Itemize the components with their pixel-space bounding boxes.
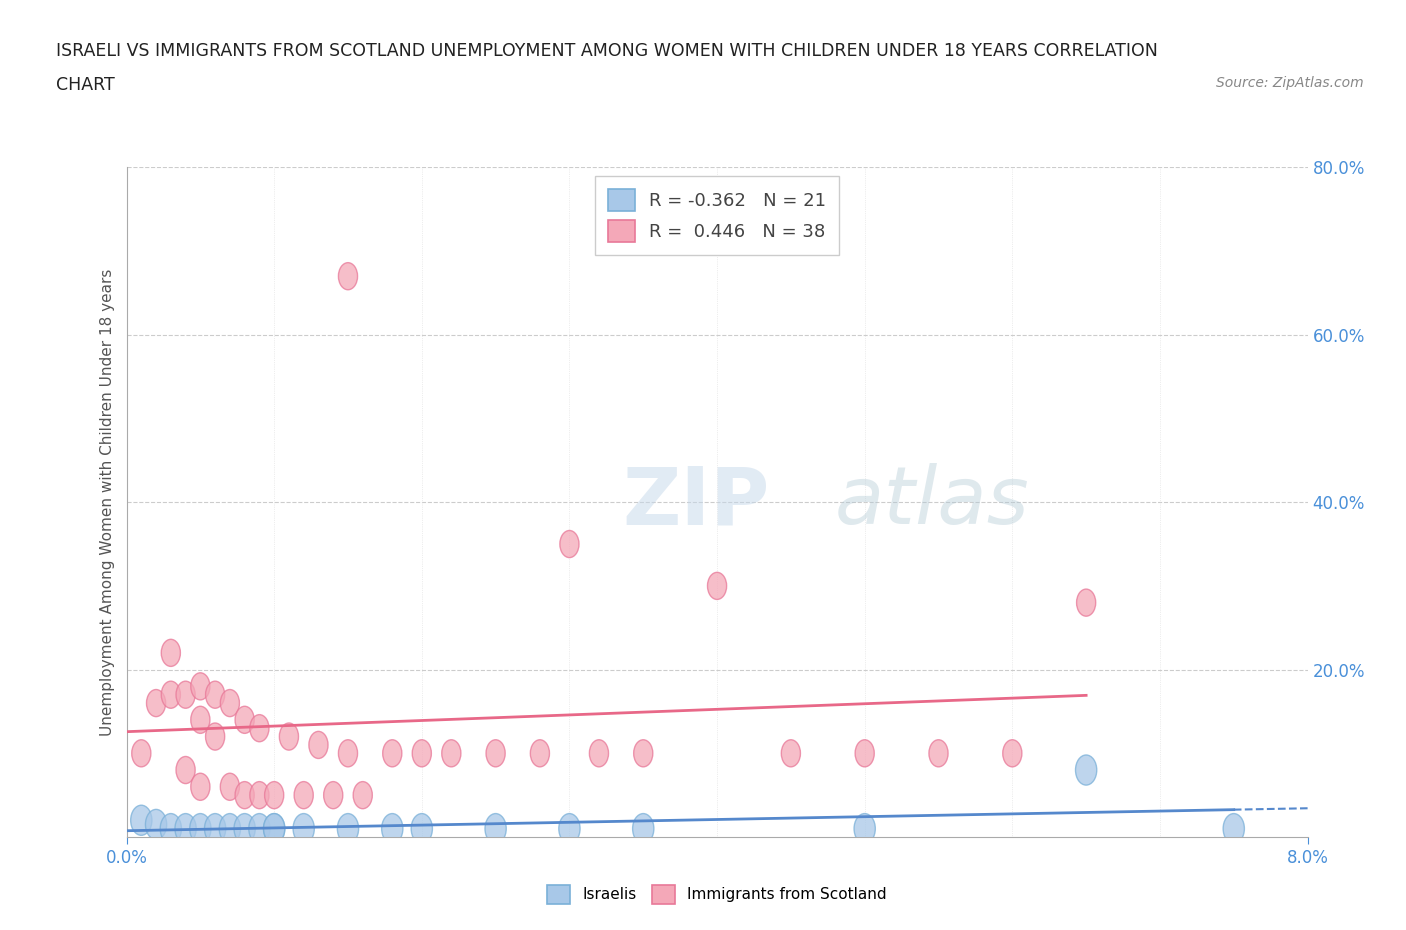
Ellipse shape [339, 262, 357, 290]
Text: ZIP: ZIP [623, 463, 770, 541]
Ellipse shape [337, 814, 359, 844]
Text: ISRAELI VS IMMIGRANTS FROM SCOTLAND UNEMPLOYMENT AMONG WOMEN WITH CHILDREN UNDER: ISRAELI VS IMMIGRANTS FROM SCOTLAND UNEM… [56, 42, 1159, 60]
Y-axis label: Unemployment Among Women with Children Under 18 years: Unemployment Among Women with Children U… [100, 269, 115, 736]
Text: atlas: atlas [835, 463, 1031, 541]
Ellipse shape [707, 572, 727, 600]
Ellipse shape [233, 814, 256, 844]
Ellipse shape [339, 739, 357, 767]
Ellipse shape [132, 739, 150, 767]
Ellipse shape [353, 781, 373, 809]
Ellipse shape [264, 781, 284, 809]
Ellipse shape [280, 723, 298, 751]
Ellipse shape [411, 814, 433, 844]
Ellipse shape [191, 672, 209, 700]
Text: CHART: CHART [56, 76, 115, 94]
Ellipse shape [176, 756, 195, 784]
Ellipse shape [486, 739, 505, 767]
Ellipse shape [146, 689, 166, 717]
Ellipse shape [323, 781, 343, 809]
Ellipse shape [250, 781, 269, 809]
Ellipse shape [558, 814, 581, 844]
Ellipse shape [633, 814, 654, 844]
Ellipse shape [1002, 739, 1022, 767]
Ellipse shape [219, 814, 240, 844]
Ellipse shape [204, 814, 226, 844]
Ellipse shape [235, 706, 254, 734]
Ellipse shape [560, 530, 579, 558]
Ellipse shape [221, 689, 239, 717]
Ellipse shape [1223, 814, 1244, 844]
Ellipse shape [263, 814, 285, 844]
Ellipse shape [292, 814, 315, 844]
Ellipse shape [250, 714, 269, 742]
Ellipse shape [441, 739, 461, 767]
Legend: Israelis, Immigrants from Scotland: Israelis, Immigrants from Scotland [541, 879, 893, 910]
Ellipse shape [249, 814, 270, 844]
Ellipse shape [145, 809, 167, 840]
Ellipse shape [634, 739, 652, 767]
Ellipse shape [263, 814, 285, 844]
Ellipse shape [1077, 589, 1095, 617]
Ellipse shape [160, 814, 181, 844]
Ellipse shape [221, 773, 239, 801]
Ellipse shape [174, 814, 197, 844]
Ellipse shape [381, 814, 404, 844]
Ellipse shape [1076, 755, 1097, 785]
Ellipse shape [853, 814, 876, 844]
Ellipse shape [235, 781, 254, 809]
Ellipse shape [782, 739, 800, 767]
Ellipse shape [589, 739, 609, 767]
Ellipse shape [191, 773, 209, 801]
Text: Source: ZipAtlas.com: Source: ZipAtlas.com [1216, 76, 1364, 90]
Ellipse shape [412, 739, 432, 767]
Ellipse shape [530, 739, 550, 767]
Ellipse shape [176, 681, 195, 709]
Ellipse shape [190, 814, 211, 844]
Ellipse shape [162, 681, 180, 709]
Ellipse shape [485, 814, 506, 844]
Ellipse shape [382, 739, 402, 767]
Ellipse shape [294, 781, 314, 809]
Ellipse shape [205, 681, 225, 709]
Ellipse shape [162, 639, 180, 667]
Ellipse shape [205, 723, 225, 751]
Ellipse shape [309, 731, 328, 759]
Ellipse shape [929, 739, 948, 767]
Ellipse shape [855, 739, 875, 767]
Ellipse shape [131, 805, 152, 835]
Ellipse shape [191, 706, 209, 734]
